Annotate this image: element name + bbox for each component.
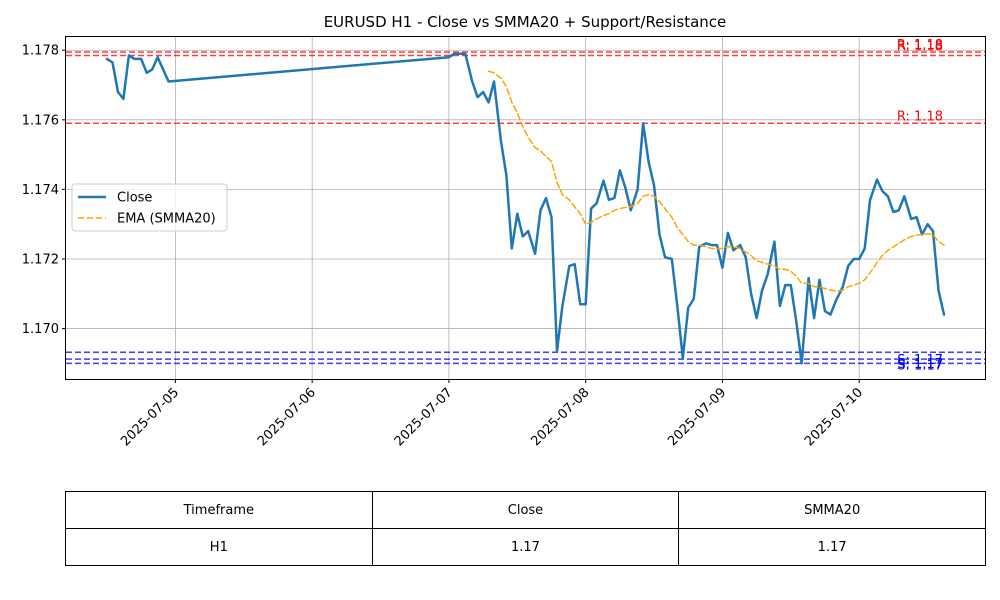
support-label: S: 1.17 [897,357,943,372]
x-tick-label: 2025-07-10 [802,385,866,449]
x-tick-label: 2025-07-08 [528,385,592,449]
table-cell: 1.17 [371,528,680,566]
resistance-label: R: 1.18 [897,109,943,124]
chart: EURUSD H1 - Close vs SMMA20 + Support/Re… [22,13,986,449]
resistance-label: R: 1.18 [897,39,943,54]
grid [66,37,985,379]
legend: Close EMA (SMMA20) [71,183,228,232]
resistance-label: R: 1.18 [897,38,943,53]
table-header-cell: Timeframe [65,491,373,529]
y-tick-label: 1.174 [22,183,59,198]
x-tick-label: 2025-07-06 [255,385,319,449]
support-resistance-levels: R: 1.18R: 1.18R: 1.18S: 1.17S: 1.17S: 1.… [66,38,985,373]
legend-box [71,183,228,232]
table-header-cell: Close [371,491,680,529]
y-tick-label: 1.170 [22,322,59,337]
close-line [105,52,946,365]
support-label: S: 1.17 [897,353,943,368]
y-tick-label: 1.176 [22,113,59,128]
x-tick-label: 2025-07-07 [392,385,456,449]
summary-table: Timeframe Close SMMA20 H1 1.17 1.17 [65,491,986,566]
chart-title: EURUSD H1 - Close vs SMMA20 + Support/Re… [324,13,727,31]
table-row: H1 1.17 1.17 [65,528,986,566]
smma20-line [487,70,945,292]
table-cell: H1 [65,528,373,566]
x-tick-label: 2025-07-09 [665,385,729,449]
table-header-cell: SMMA20 [678,491,986,529]
support-label: S: 1.17 [897,358,943,373]
y-tick-label: 1.172 [22,252,59,267]
legend-label: Close [117,191,152,206]
table-header-row: Timeframe Close SMMA20 [65,491,986,529]
series-lines [105,52,946,365]
legend-label: EMA (SMMA20) [117,212,216,227]
x-tick-label: 2025-07-05 [118,385,182,449]
y-tick-label: 1.178 [22,44,59,59]
table-cell: 1.17 [678,528,986,566]
plot-frame [65,36,986,380]
